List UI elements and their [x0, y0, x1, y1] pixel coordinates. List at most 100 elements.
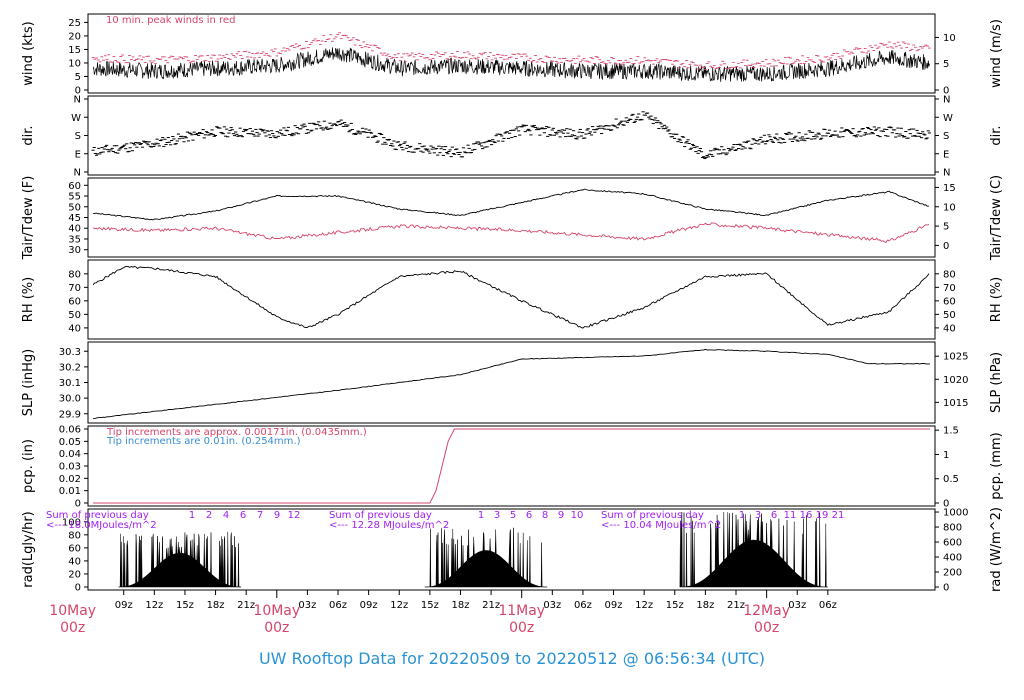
dir-ytick-label-right: W: [943, 113, 953, 124]
wind-ytick-label-right: 5: [943, 59, 949, 70]
rad-sum-note-line2: <--- 12.28 MJoules/m^2: [329, 520, 449, 531]
rad-ytick-label-right: 600: [943, 538, 962, 549]
rad-ytick-label-right: 800: [943, 523, 962, 534]
pcp-ylabel-left: pcp. (in): [21, 439, 36, 493]
rad-hour-mark: 1: [739, 510, 745, 521]
x-tick-label: 09z: [605, 600, 623, 611]
tair-line: [93, 188, 930, 221]
x-tick-label: 03z: [543, 600, 561, 611]
wind-ytick-label-left: 15: [68, 45, 81, 56]
dir-ytick-label-right: S: [943, 131, 949, 142]
slp-ytick-label-left: 30.1: [59, 378, 81, 389]
rad-hour-mark: 16: [800, 510, 813, 521]
dir-ylabel-left: dir.: [21, 125, 36, 145]
rad-day-area: [118, 531, 242, 588]
x-tick-label: 21z: [727, 600, 745, 611]
pcp-note-red: Tip increments are approx. 0.00171in. (0…: [106, 427, 367, 438]
wind-ytick-label-right: 10: [943, 33, 956, 44]
x-tick-label: 18z: [451, 600, 469, 611]
dir-ylabel-right: dir.: [989, 125, 1004, 145]
rad-ytick-label-left: 60: [68, 543, 81, 554]
slp-frame: [87, 341, 936, 424]
wind-ytick-label-left: 5: [75, 72, 81, 83]
pcp-ytick-label-left: 0.03: [59, 462, 81, 473]
day-hour-label: 00z: [754, 620, 779, 636]
pcp-ytick-label-left: 0: [75, 499, 81, 510]
temp-ytick-label-left: 35: [68, 234, 81, 245]
dir-ytick-label-left: W: [71, 113, 81, 124]
rh-line: [92, 265, 930, 329]
temp-ylabel-right: Tair/Tdew (C): [989, 175, 1004, 261]
x-tick-label: 03z: [788, 600, 806, 611]
figure-title: UW Rooftop Data for 20220509 to 20220512…: [258, 649, 766, 668]
slp-ytick-label-left: 29.9: [59, 409, 81, 420]
rad-hour-mark: 9: [558, 510, 564, 521]
rh-ytick-label-right: 40: [943, 323, 956, 334]
dir-ytick-label-right: N: [943, 95, 950, 106]
pcp-note-blue: Tip increments are 0.01in. (0.254mm.): [106, 436, 301, 447]
wind-ytick-label-right: 0: [943, 86, 949, 97]
slp-ytick-label-left: 30.2: [59, 362, 81, 373]
x-tick-label: 21z: [237, 600, 255, 611]
rad-sum-note-line1: Sum of previous day: [46, 510, 149, 521]
pcp-ytick-label-right: 0: [943, 499, 949, 510]
temp-ytick-label-left: 40: [68, 224, 81, 235]
slp-line: [93, 348, 930, 419]
wind-ytick-label-left: 20: [68, 31, 81, 42]
rh-ytick-label-left: 40: [68, 323, 81, 334]
slp-ylabel-right: SLP (hPa): [989, 352, 1004, 413]
slp-ytick-label-right: 1015: [943, 398, 968, 409]
temp-ytick-label-left: 55: [68, 192, 81, 203]
dir-ytick-label-left: N: [74, 168, 81, 179]
dir-ytick-label-left: S: [75, 131, 81, 142]
pcp-ytick-label-left: 0.04: [59, 449, 81, 460]
rh-ytick-label-left: 70: [68, 283, 81, 294]
rad-ytick-label-right: 0: [943, 583, 949, 594]
day-hour-label: 00z: [60, 620, 85, 636]
rad-hour-mark: 19: [816, 510, 829, 521]
rad-ytick-label-left: 80: [68, 530, 81, 541]
x-tick-label: 21z: [482, 600, 500, 611]
tdew-line: [92, 222, 930, 243]
wind-peak-note: 10 min. peak winds in red: [106, 15, 235, 26]
pcp-ylabel-right: pcp. (mm): [989, 432, 1004, 499]
temp-frame: [87, 177, 936, 258]
temp-ytick-label-left: 30: [68, 245, 81, 256]
x-tick-label: 06z: [574, 600, 592, 611]
wind-ytick-label-left: 25: [68, 18, 81, 29]
rh-frame: [87, 259, 936, 340]
slp-ytick-label-left: 30.3: [59, 347, 81, 358]
temp-ytick-label-left: 45: [68, 213, 81, 224]
temp-ytick-label-right: 0: [943, 241, 949, 252]
x-tick-label: 06z: [819, 600, 837, 611]
slp-ytick-label-right: 1025: [943, 352, 968, 363]
wind-ylabel-left: wind (kts): [21, 21, 36, 85]
rad-hour-mark: 3: [755, 510, 761, 521]
rad-hour-mark: 3: [494, 510, 500, 521]
rh-ytick-label-right: 50: [943, 310, 956, 321]
rh-ytick-label-right: 80: [943, 269, 956, 280]
x-tick-label: 03z: [298, 600, 316, 611]
pcp-ytick-label-left: 0.01: [59, 486, 81, 497]
dir-ytick-label-right: N: [943, 168, 950, 179]
day-hour-label: 00z: [264, 620, 289, 636]
rad-hour-mark: 1: [189, 510, 195, 521]
rad-day-area: [424, 527, 548, 588]
rad-ytick-label-right: 400: [943, 553, 962, 564]
temp-ytick-label-left: 50: [68, 202, 81, 213]
x-tick-label: 06z: [329, 600, 347, 611]
rh-ytick-label-left: 80: [68, 269, 81, 280]
rad-ylabel-left: rad(Lgly/hr): [21, 511, 36, 587]
rad-hour-mark: 9: [274, 510, 280, 521]
x-tick-label: 12z: [145, 600, 163, 611]
x-tick-label: 12z: [635, 600, 653, 611]
temp-ytick-label-right: 10: [943, 202, 956, 213]
x-axis: 09z 12z 15z 18z 21z 03z 06z 09z 12z 15z 18z 21z 03z 0…: [49, 589, 935, 636]
rh-ylabel-right: RH (%): [989, 277, 1004, 322]
rad-hour-mark: 4: [223, 510, 229, 521]
x-tick-label: 18z: [207, 600, 225, 611]
rad-hour-mark: 10: [571, 510, 584, 521]
rad-hour-mark: 12: [288, 510, 301, 521]
rh-ytick-label-left: 50: [68, 310, 81, 321]
